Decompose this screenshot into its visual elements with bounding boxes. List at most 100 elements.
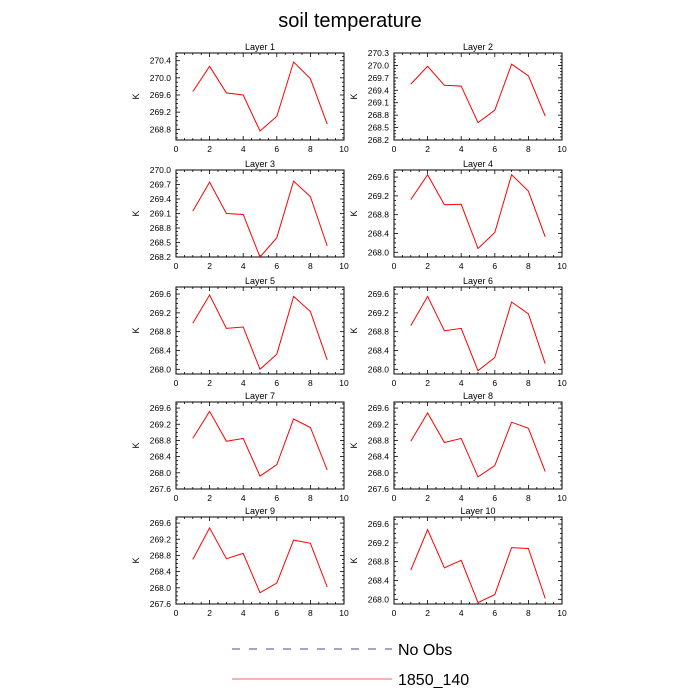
x-tick-label: 8	[526, 144, 531, 154]
panel-layer-1: Layer 1 0 2 4 6 8 10 268.8 269.2 269.6 270.0 270.4 K	[131, 42, 349, 154]
series-line-layer-9	[192, 526, 328, 594]
x-tick-label: 8	[526, 608, 531, 618]
x-tick-label: 8	[308, 608, 313, 618]
x-tick-label: 2	[425, 608, 430, 618]
panel-title-layer-10: Layer 10	[460, 506, 495, 516]
x-tick-label: 2	[207, 261, 212, 271]
x-tick-label: 4	[459, 261, 464, 271]
y-tick-label: 269.2	[368, 538, 390, 548]
series-line-layer-7	[192, 410, 328, 477]
panel-frame-layer-3	[175, 169, 345, 258]
x-tick-label: 0	[174, 608, 179, 618]
x-tick-label: 10	[557, 493, 567, 503]
y-tick-label: 269.2	[150, 308, 172, 318]
x-tick-label: 0	[392, 261, 397, 271]
y-tick-label: 269.6	[150, 90, 172, 100]
x-tick-label: 0	[174, 378, 179, 388]
y-tick-label: 269.6	[150, 518, 172, 528]
y-tick-label: 268.8	[368, 557, 390, 567]
y-axis-label: K	[131, 327, 141, 333]
x-tick-label: 10	[557, 378, 567, 388]
panel-layer-8: Layer 8 0 2 4 6 8 10 267.6 268.0 268.4 268.8 269.2 2…	[349, 391, 567, 503]
panel-frame-layer-10	[393, 516, 563, 605]
panel-frame-layer-6	[393, 286, 563, 375]
x-tick-label: 6	[274, 144, 279, 154]
x-tick-label: 6	[274, 608, 279, 618]
panel-title-layer-1: Layer 1	[245, 42, 275, 52]
panel-layer-3: Layer 3 0 2 4 6 8 10 268.2 268.5 268.8 269.1 269.4 2…	[131, 159, 349, 271]
x-tick-label: 8	[526, 378, 531, 388]
series-line-layer-6	[410, 295, 546, 372]
y-tick-label: 268.8	[368, 210, 390, 220]
y-tick-label: 267.6	[368, 484, 390, 494]
series-line-layer-8	[410, 411, 546, 478]
y-tick-label: 268.4	[368, 575, 390, 585]
panel-frame-layer-9	[175, 516, 345, 605]
panel-title-layer-5: Layer 5	[245, 276, 275, 286]
series-line-layer-10	[410, 528, 546, 604]
x-tick-label: 10	[557, 144, 567, 154]
x-tick-label: 4	[241, 608, 246, 618]
series-line-layer-5	[192, 293, 328, 371]
y-tick-label: 269.1	[150, 209, 172, 219]
y-axis-label: K	[131, 93, 141, 99]
x-tick-label: 6	[492, 261, 497, 271]
y-tick-label: 268.5	[150, 238, 172, 248]
y-tick-label: 269.2	[368, 419, 390, 429]
y-tick-label: 268.8	[150, 435, 172, 445]
y-tick-label: 268.0	[150, 468, 172, 478]
x-tick-label: 8	[526, 493, 531, 503]
y-axis-label: K	[131, 442, 141, 448]
x-tick-label: 0	[174, 144, 179, 154]
y-axis-label: K	[349, 557, 359, 563]
x-tick-label: 4	[459, 378, 464, 388]
x-tick-label: 0	[392, 378, 397, 388]
panel-grid: Layer 10 2 4 6 8 10268.8269.2269.6270.0270.4K…	[131, 42, 567, 618]
panel-title-layer-2: Layer 2	[463, 42, 493, 52]
panel-layer-4: Layer 4 0 2 4 6 8 10 268.0 268.4 268.8 269.2 269.6 K	[349, 159, 567, 271]
y-tick-label: 269.6	[150, 289, 172, 299]
y-tick-label: 270.0	[150, 73, 172, 83]
series-line-layer-2	[410, 63, 546, 124]
panel-title-layer-7: Layer 7	[245, 391, 275, 401]
x-tick-label: 6	[274, 261, 279, 271]
y-tick-label: 268.8	[150, 223, 172, 233]
y-tick-label: 268.2	[368, 135, 390, 145]
series-line-layer-1	[192, 61, 328, 132]
x-tick-label: 8	[308, 144, 313, 154]
panel-layer-5: Layer 5 0 2 4 6 8 10 268.0 268.4 268.8 269.2 269.6 K	[131, 276, 349, 388]
legend-label-no-obs: No Obs	[398, 642, 452, 659]
y-axis-label: K	[349, 442, 359, 448]
y-axis-label: K	[131, 210, 141, 216]
y-tick-label: 269.7	[368, 73, 390, 83]
y-tick-label: 268.0	[150, 364, 172, 374]
y-tick-label: 270.0	[368, 60, 390, 70]
x-tick-label: 0	[392, 493, 397, 503]
y-tick-label: 269.2	[150, 534, 172, 544]
y-tick-label: 269.6	[368, 519, 390, 529]
x-tick-label: 2	[207, 493, 212, 503]
x-tick-label: 10	[557, 261, 567, 271]
y-tick-label: 269.6	[368, 172, 390, 182]
panel-layer-9: Layer 9 0 2 4 6 8 10 267.6 268.0 268.4 268.8 269.2 2…	[131, 506, 349, 618]
x-tick-label: 10	[339, 608, 349, 618]
y-tick-label: 268.8	[150, 550, 172, 560]
x-tick-label: 4	[241, 378, 246, 388]
x-tick-label: 6	[492, 493, 497, 503]
x-tick-label: 4	[459, 493, 464, 503]
x-tick-label: 0	[174, 261, 179, 271]
x-tick-label: 2	[425, 144, 430, 154]
legend: No Obs 1850_140	[232, 642, 469, 689]
x-tick-label: 6	[492, 144, 497, 154]
x-tick-label: 0	[392, 144, 397, 154]
x-tick-label: 0	[174, 493, 179, 503]
x-tick-label: 10	[339, 261, 349, 271]
x-tick-label: 8	[308, 261, 313, 271]
y-axis-label: K	[349, 327, 359, 333]
y-tick-label: 270.0	[150, 165, 172, 175]
x-tick-label: 4	[459, 608, 464, 618]
y-tick-label: 268.4	[150, 567, 172, 577]
y-tick-label: 268.8	[368, 110, 390, 120]
y-tick-label: 268.4	[150, 345, 172, 355]
